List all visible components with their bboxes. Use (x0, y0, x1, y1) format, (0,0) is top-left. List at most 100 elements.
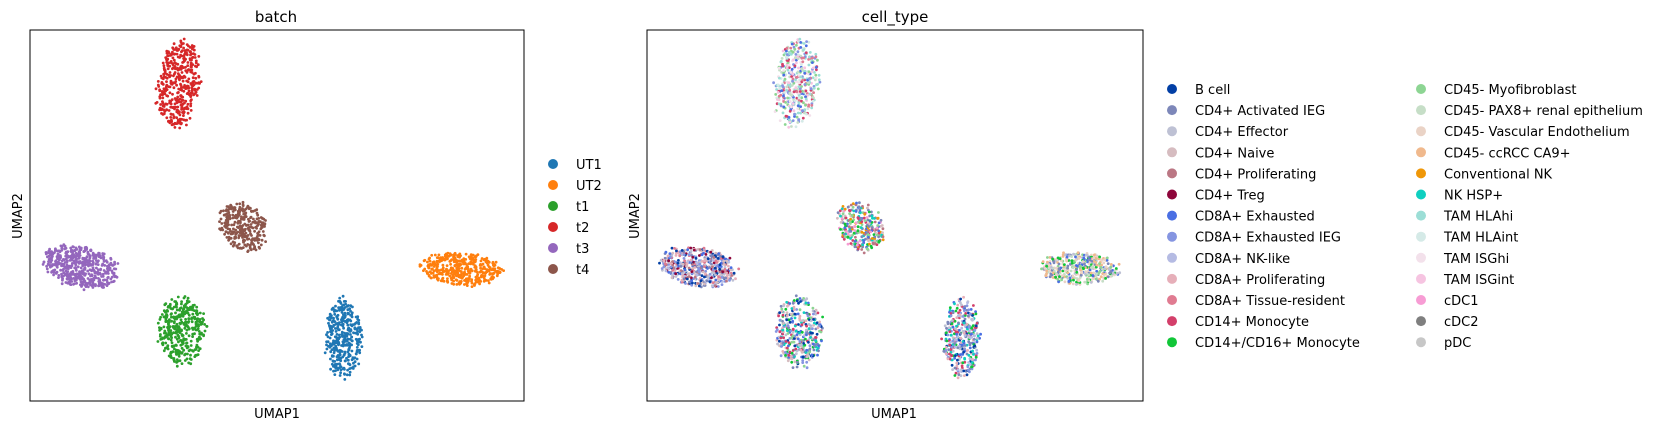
cell-type-point (972, 304, 975, 307)
batch-point-t1 (178, 350, 182, 354)
batch-point-ut2 (474, 258, 478, 261)
batch-point-t3 (100, 264, 104, 267)
cell-type-point (1095, 269, 1099, 273)
batch-point-ut2 (466, 267, 470, 271)
cell-type-point (795, 76, 798, 79)
batch-point-t3 (61, 278, 64, 282)
batch-point-ut2 (451, 276, 455, 279)
cell-type-point (798, 37, 802, 41)
cell-type-legend-label: TAM ISGint (1443, 273, 1514, 288)
batch-point-t3 (114, 267, 118, 271)
batch-point-t3 (86, 269, 90, 273)
batch-point-t2 (179, 84, 183, 87)
cell-type-point (1043, 267, 1047, 270)
batch-point-ut1 (351, 305, 354, 309)
batch-point-ut1 (337, 341, 341, 344)
cell-type-point (945, 326, 948, 330)
batch-point-t3 (68, 272, 72, 276)
cell-type-point (1070, 259, 1074, 262)
cell-type-point (956, 376, 960, 380)
cell-type-point (951, 368, 954, 371)
cell-type-point (664, 269, 668, 273)
batch-point-t3 (109, 257, 113, 261)
batch-point-t4 (240, 247, 244, 250)
batch-point-t2 (171, 92, 174, 96)
cell-type-legend-item: cDC2 (1416, 315, 1479, 330)
batch-point-t2 (174, 62, 178, 65)
batch-point-t1 (180, 300, 184, 304)
batch-point-ut2 (471, 261, 475, 264)
batch-point-ut2 (481, 270, 484, 274)
batch-point-ut1 (341, 315, 345, 319)
cell-type-point (790, 105, 793, 109)
batch-point-t4 (257, 241, 260, 245)
batch-point-t4 (257, 217, 261, 220)
cell-type-point (1069, 269, 1073, 273)
cell-type-point (975, 336, 979, 340)
cell-type-point (732, 271, 736, 275)
cell-type-legend-item: CD45- Vascular Endothelium (1416, 125, 1630, 140)
cell-type-point (877, 221, 881, 225)
cell-type-point (966, 365, 970, 369)
batch-point-t4 (236, 221, 240, 225)
cell-type-point (1095, 263, 1099, 267)
cell-type-point (802, 311, 806, 314)
batch-point-ut2 (437, 253, 441, 257)
cell-type-point (805, 360, 809, 364)
cell-type-point (670, 246, 674, 250)
cell-type-legend-item: CD45- Myofibroblast (1416, 83, 1576, 98)
cell-type-point (782, 94, 785, 98)
batch-point-t2 (169, 54, 173, 57)
batch-point-ut2 (464, 258, 468, 261)
cell-type-point (805, 348, 808, 352)
batch-point-t2 (190, 86, 194, 90)
batch-point-t4 (223, 213, 227, 217)
batch-point-t2 (193, 53, 197, 56)
batch-point-t1 (181, 339, 185, 342)
batch-point-t1 (182, 341, 185, 345)
cell-type-point (785, 300, 789, 304)
batch-point-ut1 (335, 333, 339, 336)
batch-point-t3 (99, 268, 102, 272)
cell-type-legend-item: CD8A+ Tissue-resident (1167, 294, 1345, 309)
batch-point-t3 (96, 272, 100, 276)
cell-type-point (794, 352, 798, 356)
cell-type-point (955, 306, 959, 310)
cell-type-point (669, 255, 672, 259)
batch-point-t1 (167, 305, 170, 308)
batch-point-t1 (163, 329, 167, 333)
cell-type-legend-marker (1416, 84, 1426, 94)
batch-point-t3 (74, 269, 78, 272)
batch-point-t1 (174, 343, 178, 347)
cell-type-point (723, 268, 727, 271)
cell-type-point (1095, 272, 1098, 276)
batch-point-t3 (109, 277, 113, 281)
batch-point-t4 (235, 202, 239, 206)
cell-type-point (971, 318, 974, 322)
batch-point-t3 (94, 254, 98, 257)
batch-point-t3 (60, 282, 64, 286)
cell-type-point (1076, 265, 1079, 268)
cell-type-point (796, 50, 800, 54)
cell-type-point (846, 242, 850, 246)
batch-point-t2 (185, 123, 188, 127)
cell-type-point (953, 374, 957, 377)
batch-point-t2 (194, 59, 198, 63)
cell-type-point (944, 345, 948, 349)
cell-type-point (853, 229, 857, 232)
batch-point-t3 (76, 265, 80, 269)
cell-type-point (789, 313, 793, 316)
batch-point-t4 (231, 213, 235, 217)
batch-legend-label: t1 (576, 200, 589, 215)
batch-point-t2 (171, 113, 175, 116)
cell-type-point (669, 265, 673, 269)
batch-point-t1 (180, 346, 184, 350)
cell-type-point (974, 355, 978, 359)
batch-point-t1 (179, 318, 183, 322)
cell-type-point (870, 237, 874, 240)
batch-point-ut1 (335, 309, 339, 313)
cell-type-point (808, 51, 812, 54)
batch-point-ut1 (350, 335, 354, 339)
batch-point-t3 (65, 261, 69, 264)
